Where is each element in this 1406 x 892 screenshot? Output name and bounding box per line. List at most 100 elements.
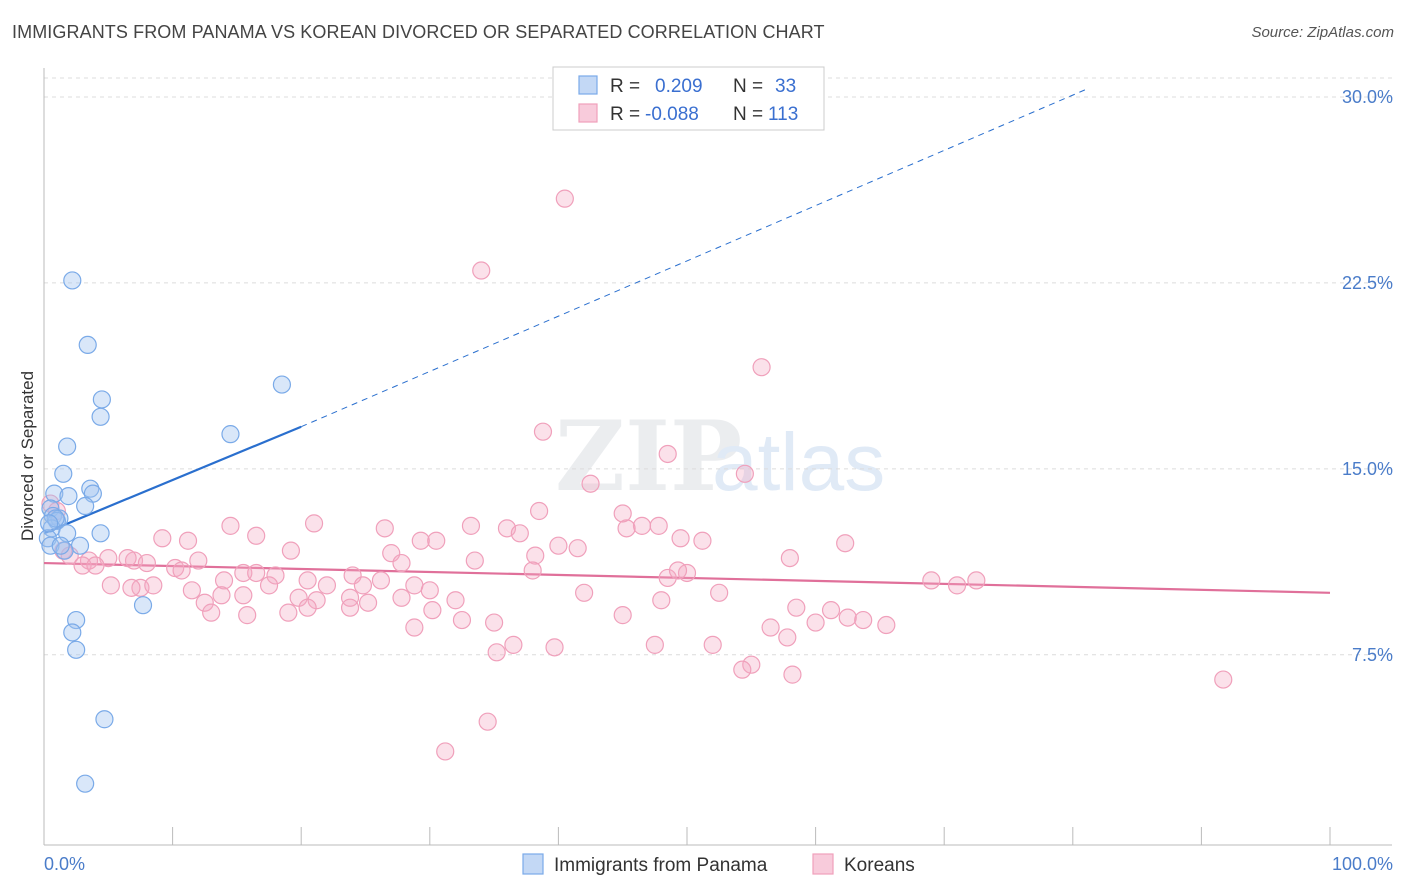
y-tick-label: 15.0% [1342, 459, 1393, 479]
point-korean [411, 531, 430, 550]
point-panama [70, 536, 90, 555]
point-korean [137, 553, 156, 573]
point-panama [91, 524, 110, 543]
x-tick-label-min: 0.0% [44, 854, 85, 874]
point-korean [568, 539, 587, 558]
point-korean [465, 551, 484, 570]
bottom-legend-label-panama: Immigrants from Panama [554, 855, 768, 876]
point-korean [427, 531, 446, 550]
point-korean [877, 615, 896, 635]
point-korean [671, 529, 690, 548]
point-panama [63, 271, 82, 290]
point-panama [76, 774, 95, 793]
point-korean [645, 635, 664, 654]
point-panama [45, 484, 64, 503]
point-panama [133, 596, 153, 615]
point-korean [472, 261, 491, 280]
point-korean [358, 593, 378, 612]
point-korean [487, 643, 506, 662]
point-korean [178, 531, 198, 550]
point-panama [51, 536, 70, 555]
watermark-atlas: atlas [712, 417, 885, 508]
point-korean [821, 601, 841, 620]
point-korean [298, 598, 317, 617]
series-panama [38, 271, 292, 793]
point-panama [54, 464, 73, 483]
y-tick-label: 30.0% [1342, 87, 1393, 107]
point-korean [693, 531, 712, 550]
point-korean [279, 603, 298, 622]
point-korean [545, 638, 564, 657]
point-korean [533, 422, 553, 441]
point-korean [101, 576, 120, 595]
point-korean [922, 571, 941, 590]
point-korean [214, 571, 234, 590]
bottom-legend-swatch-panama [522, 853, 544, 875]
point-panama [92, 390, 111, 409]
legend-n-label-korean: N = [733, 104, 763, 125]
point-panama [58, 437, 77, 456]
point-korean [436, 742, 455, 761]
point-korean [392, 588, 411, 607]
point-korean [317, 576, 337, 595]
point-korean [353, 576, 373, 595]
watermark-zip: ZIP [555, 400, 742, 513]
point-korean [452, 610, 472, 630]
point-korean [752, 358, 771, 377]
point-korean [238, 606, 257, 625]
point-panama [95, 710, 114, 729]
trend-line-panama [43, 425, 302, 535]
point-korean [340, 598, 360, 617]
point-panama [63, 623, 82, 642]
point-panama [221, 425, 240, 444]
point-panama [41, 536, 60, 555]
point-korean [526, 546, 545, 565]
point-korean [780, 548, 799, 568]
x-tick-label-max: 100.0% [1332, 854, 1393, 874]
legend-r-value-panama: 0.209 [655, 76, 703, 97]
point-korean [266, 566, 285, 585]
trend-line-korean [43, 561, 1331, 594]
point-korean [710, 583, 729, 602]
chart-title: IMMIGRANTS FROM PANAMA VS KOREAN DIVORCE… [12, 22, 825, 42]
point-korean [247, 563, 266, 583]
point-panama [81, 479, 100, 498]
point-korean [733, 660, 752, 679]
point-korean [212, 586, 231, 605]
point-korean [153, 529, 172, 548]
point-korean [234, 563, 253, 583]
legend-n-value-korean: 113 [768, 104, 798, 125]
point-korean [144, 576, 163, 595]
legend-r-value-korean: -0.088 [645, 104, 699, 125]
point-korean [247, 526, 266, 545]
legend-n-value-panama: 33 [775, 76, 796, 97]
point-panama [67, 640, 86, 659]
point-korean [854, 610, 873, 630]
y-tick-labels: 7.5% 15.0% 22.5% 30.0% [1342, 87, 1393, 665]
point-korean [375, 519, 394, 538]
bottom-legend-swatch-korean [812, 853, 834, 875]
point-korean [118, 548, 137, 568]
point-korean [182, 581, 201, 600]
y-tick-label: 7.5% [1352, 645, 1393, 665]
point-korean [172, 561, 191, 580]
point-korean [742, 655, 761, 674]
point-korean [340, 588, 360, 607]
point-korean [806, 613, 825, 632]
point-panama [40, 514, 59, 533]
point-korean [259, 576, 279, 595]
point-korean [530, 501, 549, 521]
point-korean [668, 561, 688, 580]
point-korean [778, 628, 797, 647]
point-korean [122, 578, 141, 597]
point-korean [298, 571, 317, 590]
point-korean [787, 598, 806, 617]
point-korean [461, 516, 481, 535]
point-korean [405, 576, 424, 595]
point-korean [649, 516, 668, 535]
point-panama [59, 487, 78, 506]
point-korean [86, 556, 105, 575]
legend-r-label-korean: R = [610, 104, 640, 125]
legend-swatch-korean [578, 103, 598, 123]
point-korean [581, 474, 600, 493]
